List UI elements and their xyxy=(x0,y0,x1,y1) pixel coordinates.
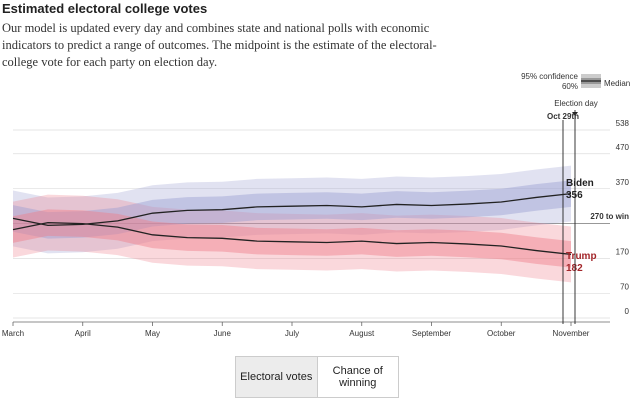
y-tick-label: 538 xyxy=(616,119,630,128)
x-tick-label: March xyxy=(2,329,24,338)
chart-title: Estimated electoral college votes xyxy=(2,1,208,16)
y-tick-label: 470 xyxy=(616,143,630,152)
annotation: Election day xyxy=(554,99,598,108)
legend-label: Median xyxy=(604,79,630,88)
x-tick-label: June xyxy=(214,329,232,338)
median-line xyxy=(12,192,572,227)
marker-arrow xyxy=(572,112,578,116)
tab[interactable]: Electoral votes xyxy=(236,357,318,397)
series-label: Biden xyxy=(566,178,594,189)
legend-label: 95% confidence xyxy=(521,72,578,81)
x-tick-label: November xyxy=(553,329,590,338)
median-line xyxy=(12,221,572,256)
y-tick-label: 370 xyxy=(616,178,630,187)
confidence-band xyxy=(13,194,571,283)
annotation: Oct 29th xyxy=(547,112,579,121)
confidence-band xyxy=(13,165,571,254)
y-tick-label: 70 xyxy=(620,283,629,292)
series-label: Trump xyxy=(566,251,597,262)
tab[interactable]: Chance of winning xyxy=(332,365,383,389)
chart: 0 70 170 270 to win 370 470 538 March April May Ju… xyxy=(2,72,630,338)
y-tick-label: 0 xyxy=(625,307,630,316)
confidence-band xyxy=(13,180,571,239)
x-tick-label: May xyxy=(145,329,160,338)
x-tick-label: September xyxy=(412,329,451,338)
x-tick-label: April xyxy=(75,329,91,338)
y-tick-label: 170 xyxy=(616,248,630,257)
x-tick-label: August xyxy=(349,329,375,338)
confidence-band xyxy=(13,209,571,268)
tab-group: Electoral votes Chance of winning xyxy=(235,356,399,398)
legend-label: 60% xyxy=(562,82,578,91)
x-tick-label: October xyxy=(487,329,516,338)
y-tick-label: 270 to win xyxy=(590,212,629,221)
x-tick-label: July xyxy=(285,329,299,338)
chart-subtitle: Our model is updated every day and combi… xyxy=(2,21,437,69)
